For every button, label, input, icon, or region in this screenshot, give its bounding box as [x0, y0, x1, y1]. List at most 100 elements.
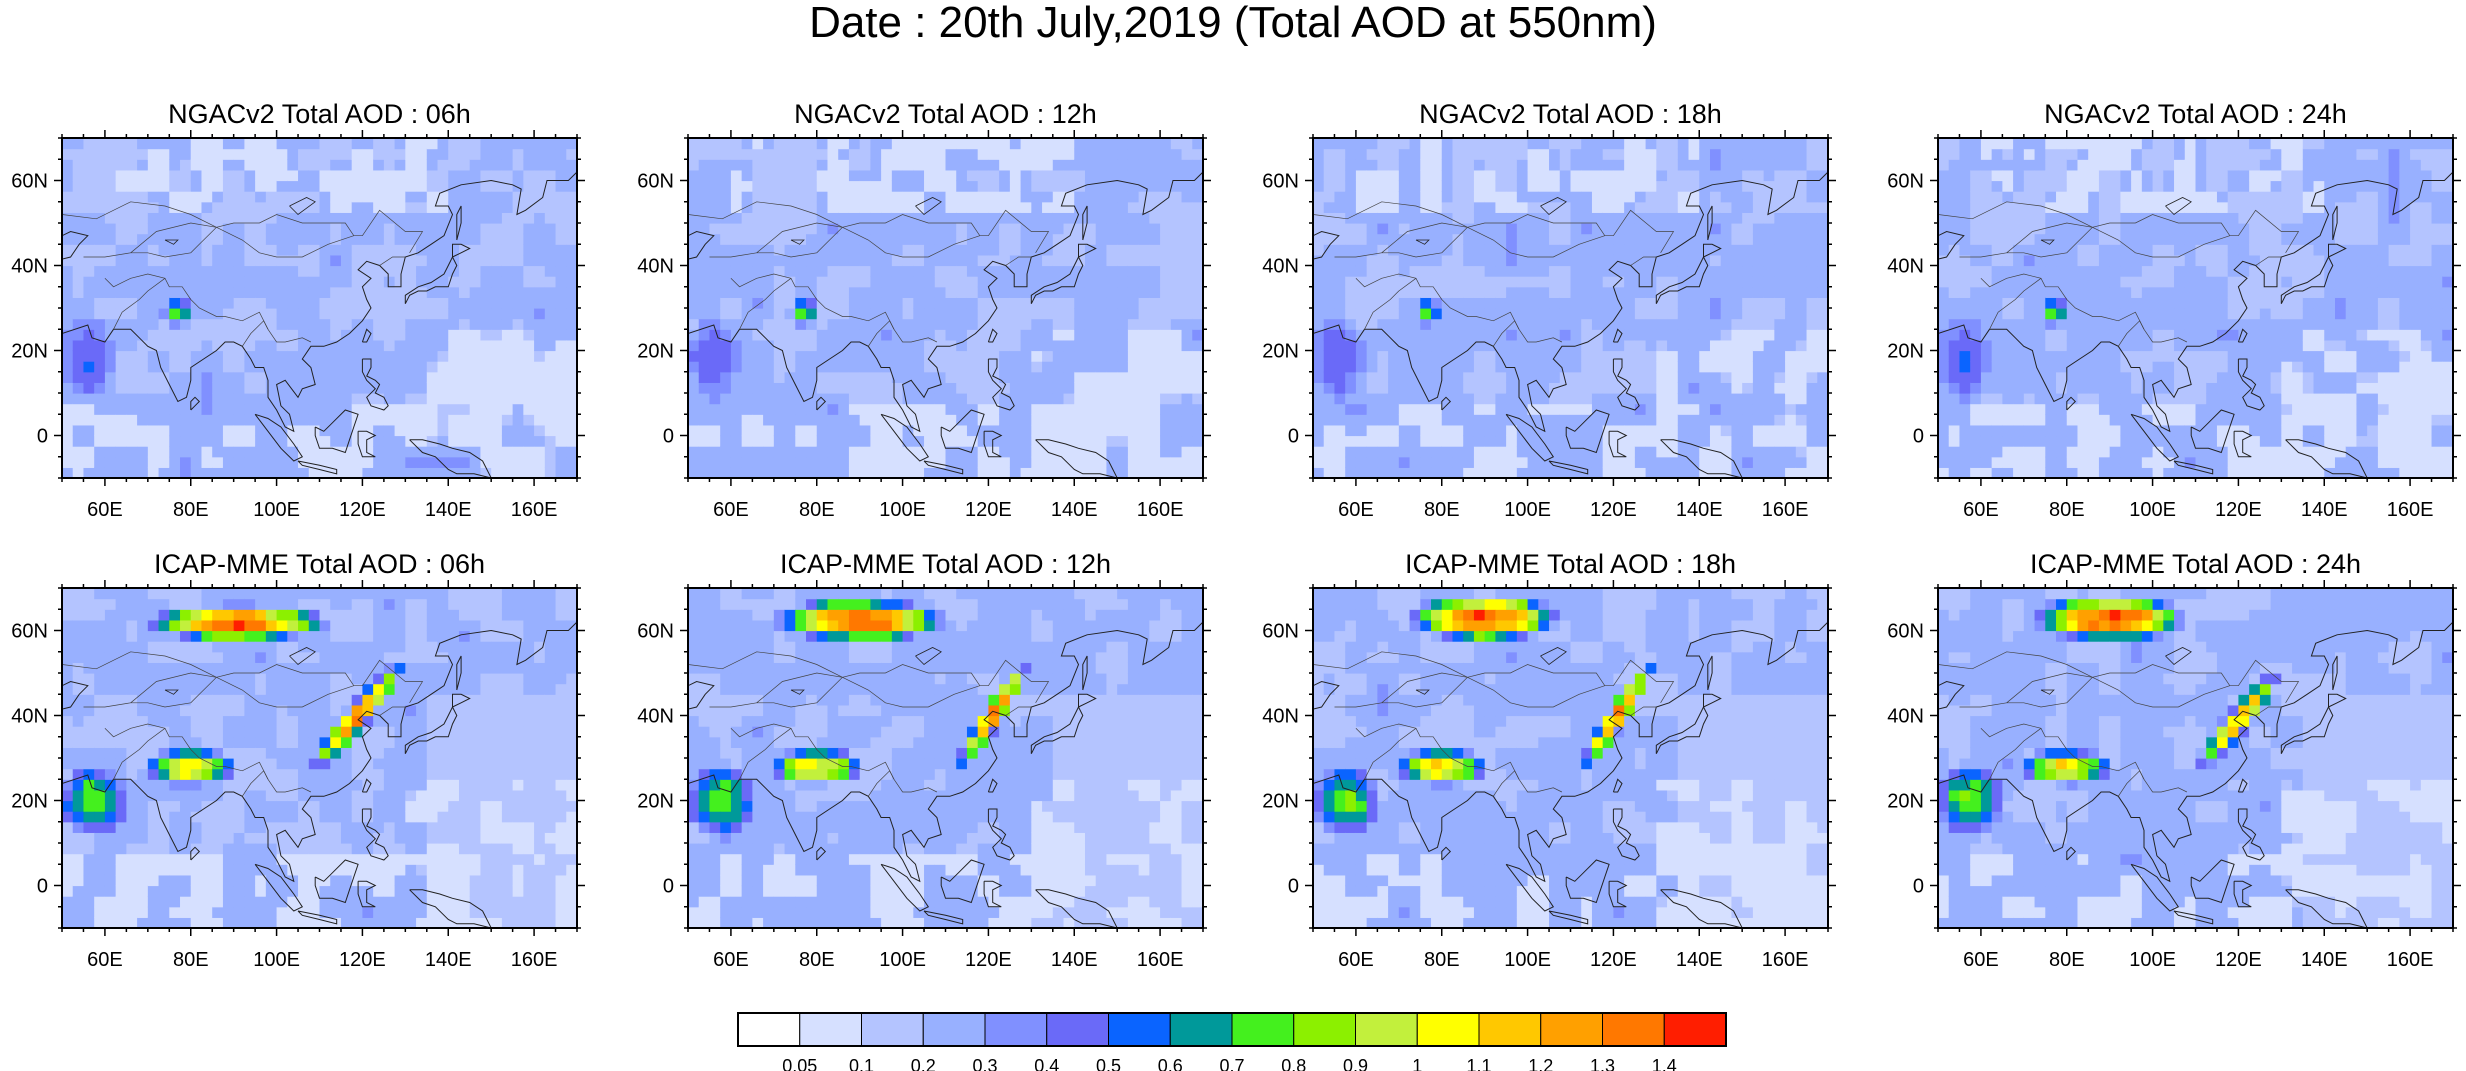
panel-title: NGACv2 Total AOD : 18h [1419, 99, 1722, 129]
lon-tick-label: 160E [1137, 499, 1184, 521]
colorbar-label: 0.2 [911, 1056, 936, 1071]
panel-title: NGACv2 Total AOD : 12h [794, 99, 1097, 129]
lat-tick-label: 0 [1288, 426, 1299, 448]
lat-tick-label: 40N [11, 256, 48, 278]
lon-tick-label: 120E [965, 949, 1012, 971]
lat-tick-label: 60N [637, 171, 674, 193]
lat-tick-label: 20N [11, 341, 48, 363]
lon-tick-label: 80E [2049, 499, 2085, 521]
colorbar-swatch [1231, 1012, 1295, 1047]
lat-tick-label: 40N [1262, 706, 1299, 728]
colorbar-frame [737, 1012, 1727, 1047]
lat-tick-label: 60N [1262, 171, 1299, 193]
colorbar-label: 0.4 [1034, 1056, 1059, 1071]
colorbar-swatch [1355, 1012, 1418, 1047]
colorbar-label: 0.6 [1158, 1056, 1183, 1071]
lon-tick-label: 100E [2129, 499, 2176, 521]
lat-tick-label: 60N [1887, 621, 1924, 643]
lat-tick-label: 20N [1887, 341, 1924, 363]
map-panel: 60E 80E 100E 120E 140E 160E 60N 40N 20N 0 NGACv2 T… [1887, 99, 2461, 521]
lon-tick-label: 80E [1424, 949, 1460, 971]
lon-tick-label: 160E [1762, 949, 1809, 971]
lat-tick-label: 20N [637, 341, 674, 363]
lat-tick-label: 0 [663, 876, 674, 898]
lon-tick-label: 140E [1676, 499, 1723, 521]
lon-tick-label: 60E [1963, 499, 1999, 521]
lon-tick-label: 60E [1963, 949, 1999, 971]
coastlines [688, 621, 1203, 928]
colorbar-swatch [1046, 1012, 1109, 1047]
panel-title: NGACv2 Total AOD : 24h [2044, 99, 2347, 129]
lon-tick-label: 60E [87, 949, 123, 971]
colorbar-label: 0.5 [1096, 1056, 1121, 1071]
lat-tick-label: 40N [1887, 706, 1924, 728]
colorbar-label: 0.8 [1281, 1056, 1306, 1071]
lon-tick-label: 120E [1590, 949, 1637, 971]
lon-tick-label: 120E [339, 949, 386, 971]
colorbar-swatch [1293, 1012, 1356, 1047]
aod-field [1313, 588, 1828, 928]
lat-tick-label: 40N [1262, 256, 1299, 278]
lat-tick-label: 20N [11, 791, 48, 813]
lon-tick-label: 160E [511, 949, 558, 971]
lon-tick-label: 120E [965, 499, 1012, 521]
colorbar-swatch [861, 1012, 924, 1047]
colorbar-label: 0.05 [782, 1056, 817, 1071]
lat-tick-label: 40N [1887, 256, 1924, 278]
lon-tick-label: 60E [713, 949, 749, 971]
lat-tick-label: 20N [1887, 791, 1924, 813]
lon-tick-label: 100E [253, 949, 300, 971]
colorbar-label: 0.1 [849, 1056, 874, 1071]
panel-title: NGACv2 Total AOD : 06h [168, 99, 471, 129]
map-panel: 60E 80E 100E 120E 140E 160E 60N 40N 20N 0 NGACv2 T… [637, 99, 1211, 521]
lon-tick-label: 140E [2301, 949, 2348, 971]
lon-tick-label: 160E [2387, 499, 2434, 521]
lat-tick-label: 60N [11, 621, 48, 643]
aod-field [688, 138, 1203, 478]
colorbar-swatch [1663, 1012, 1727, 1047]
coastlines [1938, 171, 2453, 478]
colorbar-swatch [737, 1012, 801, 1047]
aod-field [1313, 138, 1828, 478]
lon-tick-label: 120E [2215, 499, 2262, 521]
lat-tick-label: 0 [1913, 876, 1924, 898]
colorbar-label: 1.1 [1466, 1056, 1491, 1071]
panel-title: ICAP-MME Total AOD : 12h [780, 549, 1111, 579]
colorbar-swatch [922, 1012, 986, 1047]
coastlines [62, 621, 577, 928]
lon-tick-label: 120E [2215, 949, 2262, 971]
colorbar: 0.05 0.1 0.2 0.3 0.4 0.5 0.6 0.7 0.8 0.9 1 1.1 1.2 1.… [737, 1012, 1727, 1071]
colorbar-label: 1.3 [1590, 1056, 1615, 1071]
map-panel: 60E 80E 100E 120E 140E 160E 60N 40N 20N 0 ICAP-MME… [11, 549, 585, 971]
colorbar-swatch [984, 1012, 1048, 1047]
lon-tick-label: 80E [2049, 949, 2085, 971]
colorbar-label: 0.9 [1343, 1056, 1368, 1071]
lat-tick-label: 0 [37, 426, 48, 448]
lon-tick-label: 80E [173, 949, 209, 971]
colorbar-swatch [799, 1012, 862, 1047]
lon-tick-label: 100E [879, 949, 926, 971]
lat-tick-label: 60N [1262, 621, 1299, 643]
coastlines [688, 171, 1203, 478]
colorbar-label: 1 [1412, 1056, 1422, 1071]
lat-tick-label: 0 [1288, 876, 1299, 898]
lat-tick-label: 0 [663, 426, 674, 448]
coastlines [1313, 621, 1828, 928]
lon-tick-label: 60E [87, 499, 123, 521]
coastlines [62, 171, 577, 478]
lon-tick-label: 140E [1051, 949, 1098, 971]
colorbar-label: 0.3 [972, 1056, 997, 1071]
lon-tick-label: 160E [1137, 949, 1184, 971]
lon-tick-label: 140E [2301, 499, 2348, 521]
lon-tick-label: 140E [1051, 499, 1098, 521]
lat-tick-label: 20N [637, 791, 674, 813]
colorbar-swatch [1540, 1012, 1603, 1047]
panel-title: ICAP-MME Total AOD : 24h [2030, 549, 2361, 579]
aod-field [62, 138, 577, 478]
lat-tick-label: 40N [637, 706, 674, 728]
colorbar-swatch [1416, 1012, 1480, 1047]
lat-tick-label: 0 [1913, 426, 1924, 448]
lon-tick-label: 120E [1590, 499, 1637, 521]
lon-tick-label: 160E [1762, 499, 1809, 521]
